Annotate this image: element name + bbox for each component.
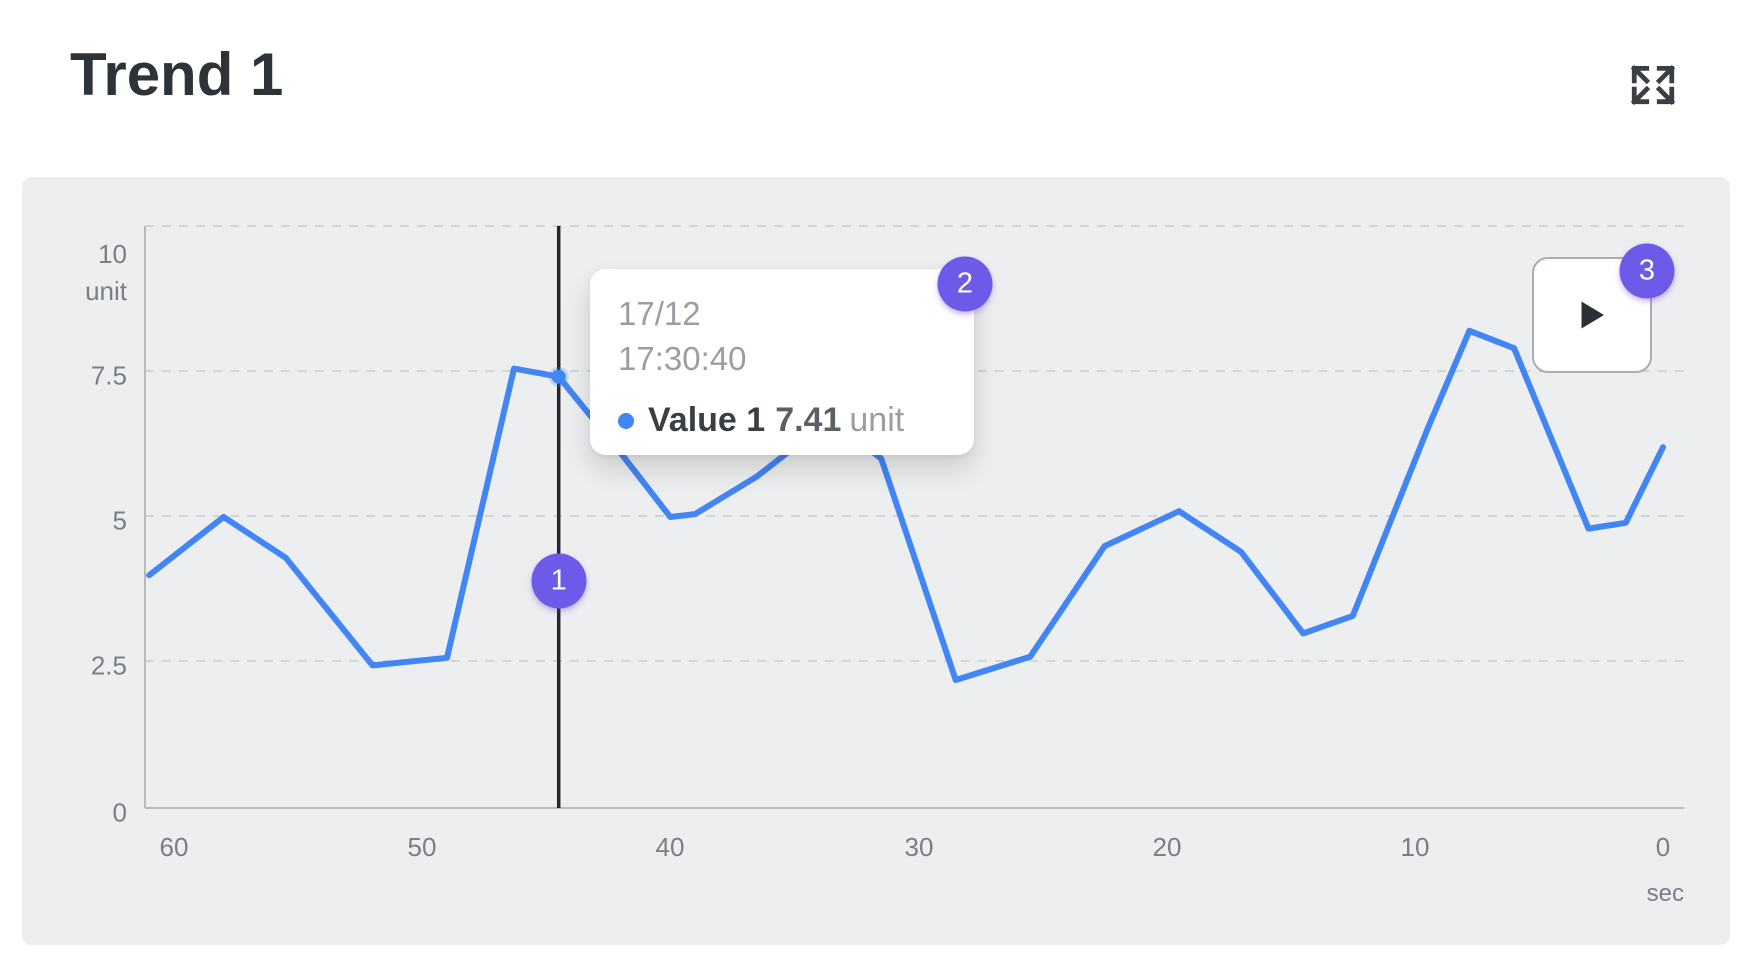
svg-text:unit: unit xyxy=(85,276,128,306)
svg-text:2.5: 2.5 xyxy=(91,651,127,681)
svg-text:10: 10 xyxy=(98,239,127,269)
svg-text:30: 30 xyxy=(905,832,934,862)
svg-text:60: 60 xyxy=(160,832,189,862)
svg-text:0: 0 xyxy=(1656,832,1670,862)
svg-text:5: 5 xyxy=(113,506,127,536)
svg-text:7.5: 7.5 xyxy=(91,361,127,391)
svg-text:10: 10 xyxy=(1401,832,1430,862)
svg-text:0: 0 xyxy=(113,798,127,828)
svg-text:20: 20 xyxy=(1153,832,1182,862)
svg-text:50: 50 xyxy=(408,832,437,862)
svg-text:40: 40 xyxy=(656,832,685,862)
svg-text:sec: sec xyxy=(1647,880,1684,907)
